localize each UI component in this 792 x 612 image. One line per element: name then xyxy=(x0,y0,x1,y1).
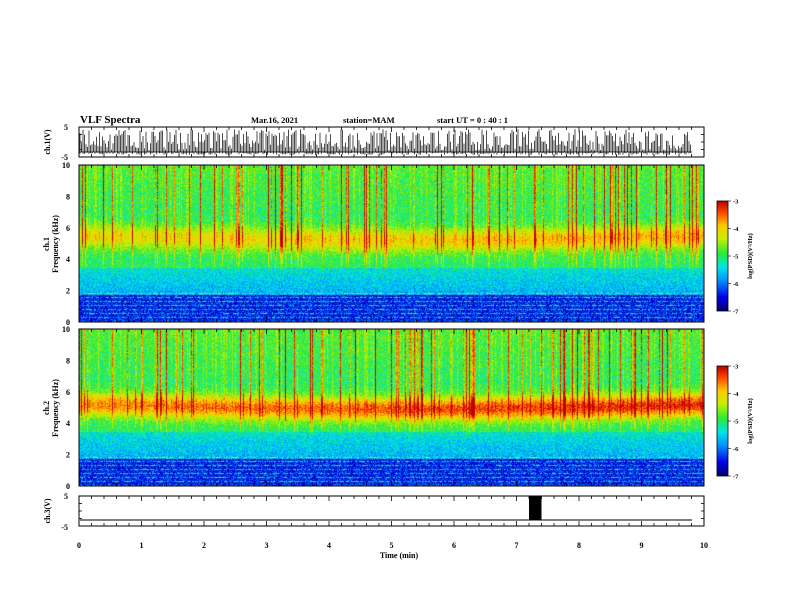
ch2-spec-ticks xyxy=(78,329,705,486)
colorbar-tick-label: -3 xyxy=(733,364,739,371)
xtick-label: 2 xyxy=(202,541,206,550)
ch1-voltage-line xyxy=(79,129,692,155)
ch1-colorbar-label: log(PSD)(V²/Hz) xyxy=(747,233,754,279)
xtick-label: 6 xyxy=(452,541,456,550)
station-label: station=MAM xyxy=(343,115,395,125)
xtick-label: 7 xyxy=(515,541,519,550)
ch1-ytick-bottom: -5 xyxy=(61,153,68,162)
ch3-ytick-top: 5 xyxy=(64,492,68,501)
ch1-colorbar: -3 -4 -5 -6 -7 log(PSD)(V²/Hz) xyxy=(716,199,754,316)
colorbar-tick-label: -7 xyxy=(733,474,739,481)
ch1-spectrogram-panel: ch.1 Frequency (kHz) 0 2 4 6 8 10 -3 -4 -5 -6 -7 … xyxy=(42,161,754,327)
xtick-label: 1 xyxy=(140,541,144,550)
start-time-label: start UT = 0 : 40 : 1 xyxy=(437,115,508,125)
colorbar-tick-label: -5 xyxy=(733,419,739,426)
ytick-label: 0 xyxy=(66,482,70,491)
ch2-spec-ylabel-channel: ch.2 xyxy=(42,401,51,415)
xtick-label: 0 xyxy=(77,541,81,550)
ytick-label: 8 xyxy=(66,356,70,365)
ch1-colorbar-ticks: -3 -4 -5 -6 -7 xyxy=(728,199,739,316)
ch1-spec-ylabel-channel: ch.1 xyxy=(42,237,51,251)
ch2-colorbar: -3 -4 -5 -6 -7 log(PSD)(V²/Hz) xyxy=(716,364,754,481)
ch1-spectrogram-image xyxy=(79,165,704,322)
xtick-label: 3 xyxy=(265,541,269,550)
xtick-label: 4 xyxy=(327,541,331,550)
ytick-label: 2 xyxy=(66,287,70,296)
ch3-voltage-trace xyxy=(80,496,692,521)
ch3-voltage-pulse xyxy=(529,496,542,520)
ch1-spec-ylabel-frequency: Frequency (kHz) xyxy=(51,215,60,273)
colorbar-tick-label: -4 xyxy=(733,226,739,233)
ytick-label: 6 xyxy=(66,224,70,233)
ytick-label: 10 xyxy=(62,325,70,334)
ch1-voltage-ticks xyxy=(78,126,705,158)
ch3-voltage-panel: ch.3(V) 5 -5 xyxy=(43,492,705,532)
colorbar-tick-label: -7 xyxy=(733,309,739,316)
ytick-label: 4 xyxy=(66,419,70,428)
colorbar-tick-label: -5 xyxy=(733,254,739,261)
ch1-spec-ticks xyxy=(78,165,705,322)
ch2-spectrogram-image xyxy=(79,329,704,486)
ytick-label: 0 xyxy=(66,318,70,327)
ch3-ytick-bottom: -5 xyxy=(61,523,68,532)
time-xtick-labels: 0 1 2 3 4 5 6 7 8 9 10 xyxy=(77,541,708,550)
colorbar-tick-label: -6 xyxy=(733,281,739,288)
colorbar-tick-label: -6 xyxy=(733,446,739,453)
ch2-spec-ylabel-frequency: Frequency (kHz) xyxy=(51,379,60,437)
ytick-label: 10 xyxy=(62,161,70,170)
ytick-label: 2 xyxy=(66,451,70,460)
ch2-spectrogram-panel: ch.2 Frequency (kHz) 0 2 4 6 8 10 -3 -4 -5 -6 -7 … xyxy=(42,325,754,491)
date-label: Mar.16, 2021 xyxy=(251,115,298,125)
ch3-voltage-ticks xyxy=(78,495,705,527)
xtick-label: 10 xyxy=(700,541,708,550)
ch1-voltage-trace xyxy=(79,129,692,155)
ch1-voltage-panel: ch.1(V) 5 -5 xyxy=(43,123,705,162)
ch1-ytick-top: 5 xyxy=(64,123,68,132)
time-xlabel: Time (min) xyxy=(380,551,419,560)
colorbar-tick-label: -3 xyxy=(733,199,739,206)
ytick-label: 6 xyxy=(66,388,70,397)
ch3-voltage-ylabel: ch.3(V) xyxy=(43,498,52,523)
xtick-label: 5 xyxy=(390,541,394,550)
ch1-voltage-ylabel: ch.1(V) xyxy=(43,129,52,154)
xtick-label: 9 xyxy=(640,541,644,550)
ch2-colorbar-ticks: -3 -4 -5 -6 -7 xyxy=(728,364,739,481)
ytick-label: 8 xyxy=(66,192,70,201)
colorbar-tick-label: -4 xyxy=(733,391,739,398)
figure-title: VLF Spectra xyxy=(80,114,141,126)
ch2-colorbar-label: log(PSD)(V²/Hz) xyxy=(747,398,754,444)
ytick-label: 4 xyxy=(66,255,70,264)
xtick-label: 8 xyxy=(577,541,581,550)
